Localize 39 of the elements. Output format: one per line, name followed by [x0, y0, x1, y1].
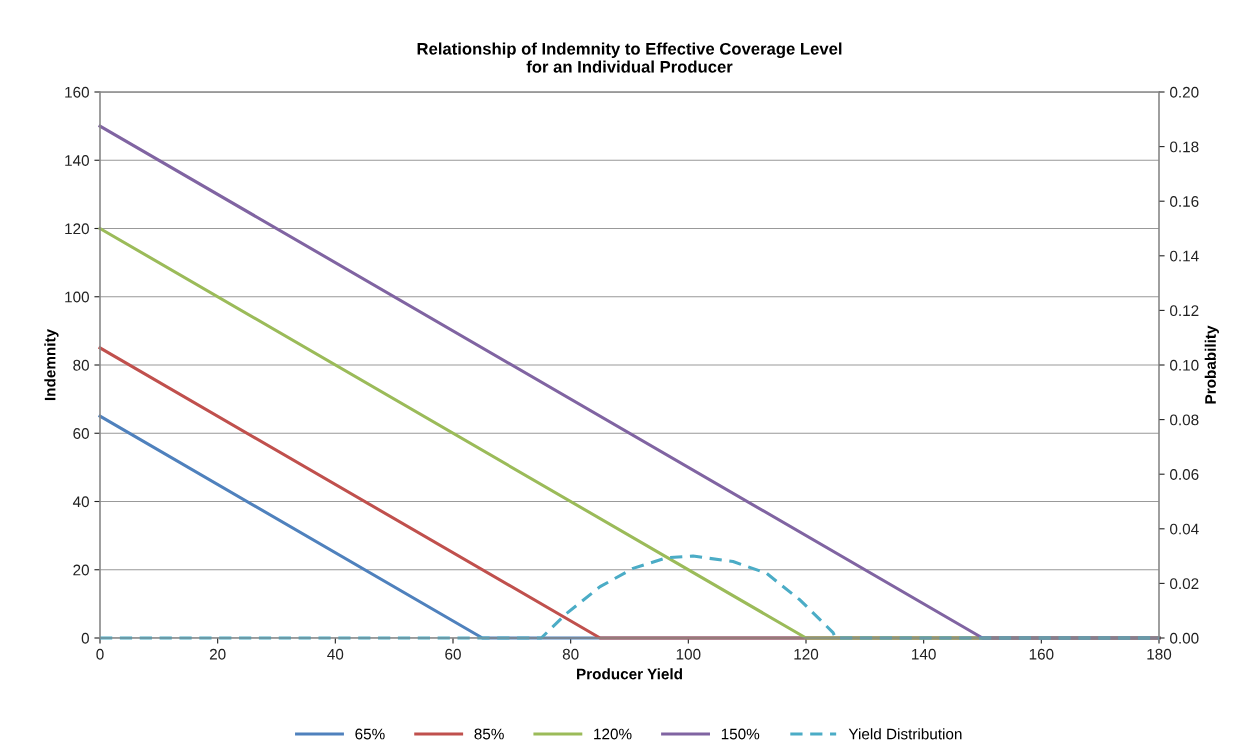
x-tick-label: 100 [676, 648, 701, 660]
y2-tick-label: 0.18 [1170, 141, 1199, 153]
y2-tick-label: 0.00 [1170, 632, 1199, 644]
y-tick-label: 40 [72, 496, 89, 508]
y-tick-label: 160 [65, 86, 89, 98]
y2-tick-label: 0.20 [1170, 86, 1199, 98]
x-tick-label: 60 [445, 648, 461, 660]
legend-label: 120% [594, 728, 632, 740]
x-tick-label: 20 [209, 648, 226, 660]
y2-tick-label: 0.16 [1170, 196, 1199, 207]
y-tick-label: 20 [73, 564, 89, 576]
y-axis-title: Indemnity [44, 329, 59, 401]
legend-label: Yield Distribution [848, 728, 962, 740]
y2-tick-label: 0.10 [1170, 359, 1199, 371]
y-tick-label: 80 [73, 359, 89, 371]
y2-axis-title: Probability [1204, 325, 1219, 404]
x-axis-title: Producer Yield [577, 668, 682, 680]
x-tick-label: 0 [96, 648, 104, 660]
legend-label: 150% [721, 728, 760, 740]
y2-tick-label: 0.08 [1170, 414, 1199, 426]
y-tick-label: 60 [73, 428, 89, 439]
x-tick-label: 120 [794, 648, 819, 660]
y2-tick-label: 0.04 [1170, 523, 1199, 535]
legend-label: 65% [355, 728, 385, 740]
y2-tick-label: 0.14 [1170, 250, 1199, 262]
y-tick-label: 140 [65, 155, 89, 166]
y2-tick-label: 0.06 [1170, 469, 1199, 480]
y-tick-label: 0 [81, 632, 89, 644]
y-tick-label: 120 [65, 223, 89, 235]
chart-title: Relationship of Indemnity to Effective Coverage Level for an Individual Producer [417, 42, 842, 73]
x-tick-label: 140 [912, 648, 936, 660]
x-tick-label: 160 [1029, 648, 1054, 660]
x-tick-label: 40 [327, 648, 344, 660]
y-tick-label: 100 [65, 291, 89, 303]
legend-label: 85% [474, 728, 504, 740]
y2-tick-label: 0.12 [1170, 305, 1199, 317]
x-tick-label: 180 [1147, 648, 1172, 660]
y2-tick-label: 0.02 [1170, 578, 1199, 590]
x-tick-label: 80 [562, 648, 579, 660]
